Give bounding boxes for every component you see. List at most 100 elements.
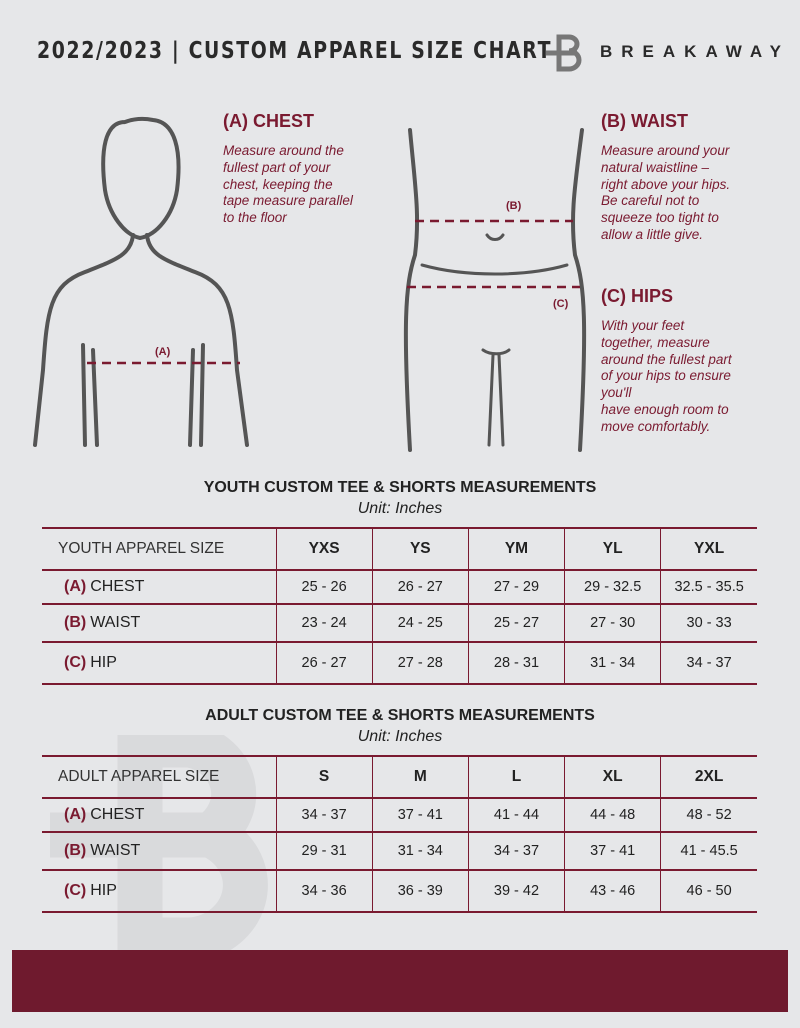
hips-description-line: you'll	[601, 385, 632, 401]
measure-value: 29 - 31	[275, 831, 373, 871]
measure-letter: (A)	[64, 578, 87, 595]
hips-description-line: of your hips to ensure	[601, 368, 731, 384]
measure-label: (C) HIP	[42, 641, 276, 685]
chest-heading: (A) CHEST	[223, 111, 314, 131]
measure-name: WAIST	[90, 842, 141, 859]
size-label: YS	[371, 527, 469, 571]
waist-description-line: Measure around your	[601, 143, 730, 158]
adult-size-table: ADULT APPAREL SIZE S M L XL 2XL (A) CHEST 34 - 3…	[42, 755, 757, 913]
measure-value: 48 - 52	[660, 797, 757, 833]
measure-value: 26 - 27	[371, 569, 469, 605]
measure-label: (B) WAIST	[42, 603, 276, 643]
measure-letter: (C)	[64, 882, 87, 899]
waist-description-line: squeeze too tight to	[601, 210, 719, 226]
measure-value: 30 - 33	[660, 603, 757, 643]
size-label: M	[371, 755, 469, 799]
measure-name: CHEST	[90, 578, 145, 595]
measure-value: 41 - 44	[467, 797, 565, 833]
hips-description: With your feet together, measure around th…	[601, 318, 732, 436]
measure-value: 44 - 48	[564, 797, 661, 833]
youth-table-title: YOUTH CUSTOM TEE & SHORTS MEASUREMENTS	[203, 479, 597, 496]
measure-name: CHEST	[90, 806, 145, 823]
measure-value: 34 - 36	[275, 869, 373, 913]
measure-letter: (C)	[64, 654, 87, 671]
size-label: XL	[564, 755, 661, 799]
measure-value: 25 - 27	[467, 603, 565, 643]
measure-value: 29 - 32.5	[564, 569, 661, 605]
size-label: S	[275, 755, 373, 799]
size-header: ADULT APPAREL SIZE	[42, 755, 276, 799]
measure-value: 28 - 31	[467, 641, 565, 685]
measure-value: 41 - 45.5	[660, 831, 757, 871]
table-row: (B) WAIST 29 - 31 31 - 34 34 - 37 37 - 41 41 -…	[42, 831, 757, 871]
measure-value: 34 - 37	[275, 797, 373, 833]
size-label: L	[467, 755, 565, 799]
table-row: (B) WAIST 23 - 24 24 - 25 25 - 27 27 - 30 30 -…	[42, 603, 757, 643]
table-row: (C) HIP 34 - 36 36 - 39 39 - 42 43 - 46 46 - 5…	[42, 869, 757, 913]
measure-name: HIP	[90, 654, 117, 671]
waist-description: Measure around your natural waistline – ri…	[601, 143, 730, 244]
measure-letter: (B)	[64, 842, 87, 859]
waist-marker: (B)	[506, 200, 522, 212]
page-title: 2022/2023 | CUSTOM APPAREL SIZE CHART	[37, 38, 553, 64]
size-label: YXL	[660, 527, 757, 571]
measure-value: 27 - 29	[467, 569, 565, 605]
table-row: (A) CHEST 25 - 26 26 - 27 27 - 29 29 - 32.5 32…	[42, 569, 757, 605]
table-header-row: YOUTH APPAREL SIZE YXS YS YM YL YXL	[42, 527, 757, 571]
size-label: 2XL	[660, 755, 757, 799]
hips-description-line: around the fullest part	[601, 351, 732, 367]
measure-value: 37 - 41	[564, 831, 661, 871]
table-row: (A) CHEST 34 - 37 37 - 41 41 - 44 44 - 48 48 -…	[42, 797, 757, 833]
youth-size-table: YOUTH APPAREL SIZE YXS YS YM YL YXL (A) CHEST 25…	[42, 527, 757, 685]
measure-value: 31 - 34	[371, 831, 469, 871]
measure-value: 36 - 39	[371, 869, 469, 913]
hips-heading: (C) HIPS	[601, 286, 673, 306]
adult-table-title: ADULT CUSTOM TEE & SHORTS MEASUREMENTS	[205, 707, 595, 724]
brand-name: BREAKAWAY	[600, 42, 790, 61]
measure-letter: (A)	[64, 806, 87, 823]
measure-letter: (B)	[64, 614, 87, 631]
measure-value: 26 - 27	[275, 641, 373, 685]
measure-value: 46 - 50	[660, 869, 757, 913]
lower-body-illustration: (B) (C)	[403, 128, 587, 452]
measure-label: (C) HIP	[42, 869, 276, 913]
measure-value: 27 - 28	[371, 641, 469, 685]
measure-value: 24 - 25	[371, 603, 469, 643]
table-row: (C) HIP 26 - 27 27 - 28 28 - 31 31 - 34 34 - 3…	[42, 641, 757, 685]
waist-heading: (B) WAIST	[601, 111, 688, 131]
hips-marker: (C)	[553, 298, 569, 310]
chest-description: Measure around the fullest part of your ch…	[223, 143, 353, 227]
chest-description-line: chest, keeping the	[223, 176, 333, 192]
hips-description-line: have enough room to	[601, 401, 729, 417]
measure-name: HIP	[90, 882, 117, 899]
footer-banner	[12, 950, 788, 1012]
chest-marker: (A)	[155, 346, 171, 358]
table-header-row: ADULT APPAREL SIZE S M L XL 2XL	[42, 755, 757, 799]
size-label: YM	[467, 527, 565, 571]
waist-description-line: allow a little give.	[601, 226, 704, 242]
breakaway-b-logo	[546, 34, 582, 72]
measure-name: WAIST	[90, 614, 141, 631]
measure-value: 34 - 37	[660, 641, 757, 685]
size-label: YXS	[275, 527, 373, 571]
waist-description-line: Be careful not to	[601, 193, 700, 209]
measure-value: 37 - 41	[371, 797, 469, 833]
measure-label: (A) CHEST	[42, 569, 276, 605]
measure-value: 23 - 24	[275, 603, 373, 643]
hips-description-line: With your feet	[601, 318, 685, 333]
waist-description-line: right above your hips.	[601, 176, 731, 192]
chest-description-line: to the floor	[223, 210, 287, 226]
measure-value: 27 - 30	[564, 603, 661, 643]
measure-label: (A) CHEST	[42, 797, 276, 833]
measure-value: 34 - 37	[467, 831, 565, 871]
chest-description-line: fullest part of your	[223, 159, 331, 175]
upper-body-illustration: (A)	[33, 116, 249, 447]
adult-table-unit: Unit: Inches	[357, 728, 443, 745]
size-label: YL	[564, 527, 661, 571]
measure-label: (B) WAIST	[42, 831, 276, 871]
size-header: YOUTH APPAREL SIZE	[42, 527, 276, 571]
youth-table-unit: Unit: Inches	[357, 500, 443, 517]
measure-value: 32.5 - 35.5	[660, 569, 757, 605]
chest-description-line: tape measure parallel	[223, 193, 353, 209]
waist-description-line: natural waistline –	[601, 159, 710, 175]
